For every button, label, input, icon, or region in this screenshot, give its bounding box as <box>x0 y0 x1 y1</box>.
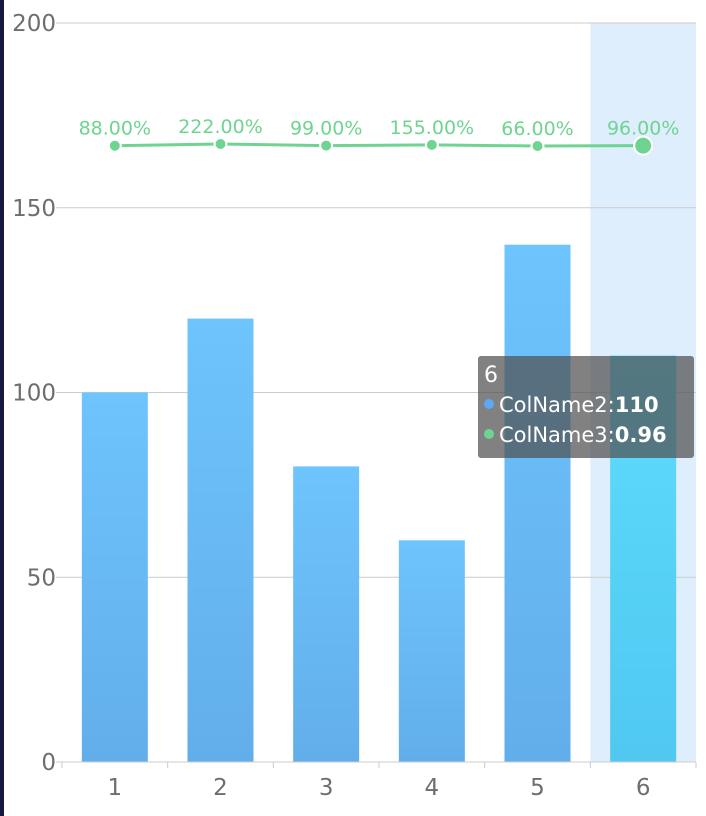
x-tick-label: 2 <box>213 775 228 801</box>
y-tick-label: 200 <box>12 11 56 37</box>
tooltip: 6 ColName2:110 ColName3:0.96 <box>478 356 694 458</box>
line-data-label: 88.00% <box>79 118 151 140</box>
line-point <box>424 137 439 152</box>
line-point <box>633 135 654 156</box>
tooltip-label: ColName3: <box>499 423 615 447</box>
x-tick-label: 5 <box>530 775 545 801</box>
bar <box>293 466 360 762</box>
line-data-label: 222.00% <box>178 116 263 138</box>
line-point <box>319 138 334 153</box>
tooltip-value: 0.96 <box>614 423 667 447</box>
tooltip-row-colname3: ColName3:0.96 <box>484 420 688 450</box>
x-tick-label: 1 <box>108 775 123 801</box>
bar <box>81 392 148 762</box>
y-tick-label: 150 <box>12 196 56 222</box>
x-tick-label: 4 <box>425 775 440 801</box>
line-data-label: 66.00% <box>501 118 573 140</box>
line-series-dot-icon <box>484 429 494 439</box>
line-point <box>530 139 545 153</box>
tooltip-row-colname2: ColName2:110 <box>484 390 688 420</box>
y-tick-label: 0 <box>41 750 56 776</box>
bar <box>398 540 465 762</box>
tooltip-value: 110 <box>614 393 659 417</box>
x-tick-label: 6 <box>636 775 651 801</box>
line-data-label: 155.00% <box>390 117 475 139</box>
x-tick-label: 3 <box>319 775 334 801</box>
bar <box>504 244 571 762</box>
left-border <box>0 0 4 816</box>
line-series-path <box>114 142 644 148</box>
line-data-label: 96.00% <box>607 118 679 140</box>
line-data-label: 99.00% <box>290 118 362 140</box>
bar-series-dot-icon <box>484 399 494 409</box>
line-point <box>213 137 228 151</box>
y-tick-label: 100 <box>12 381 56 407</box>
bar <box>187 318 254 762</box>
line-point <box>107 138 122 153</box>
y-tick-label: 50 <box>27 565 56 591</box>
tooltip-label: ColName2: <box>499 393 615 417</box>
tooltip-title: 6 <box>484 363 498 388</box>
